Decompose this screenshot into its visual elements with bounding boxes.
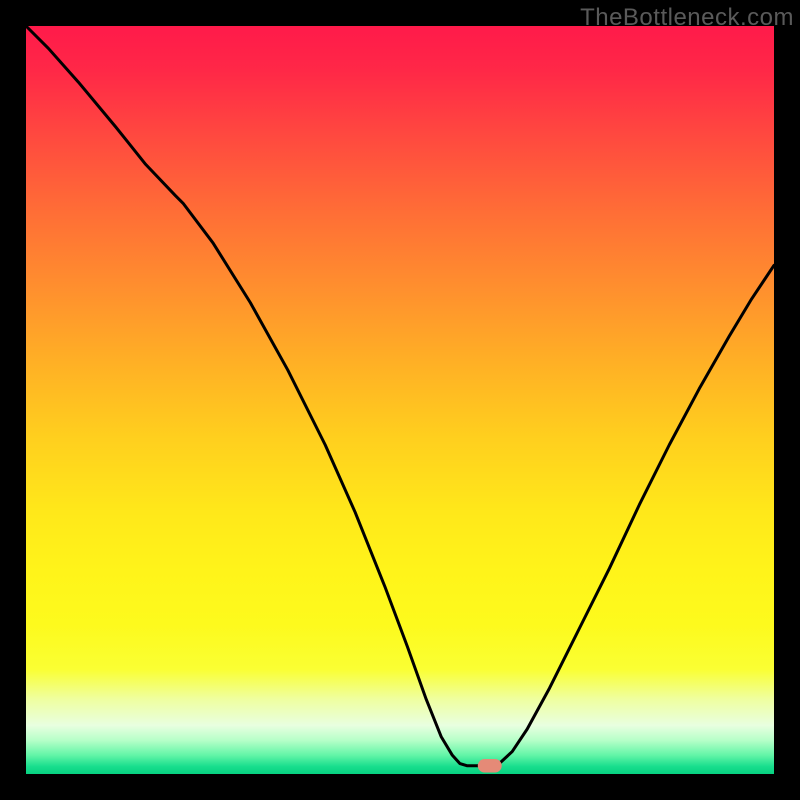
optimum-marker bbox=[478, 759, 502, 772]
plot-background bbox=[26, 26, 774, 774]
chart-container: TheBottleneck.com bbox=[0, 0, 800, 800]
bottleneck-chart bbox=[0, 0, 800, 800]
watermark-label: TheBottleneck.com bbox=[580, 4, 794, 32]
